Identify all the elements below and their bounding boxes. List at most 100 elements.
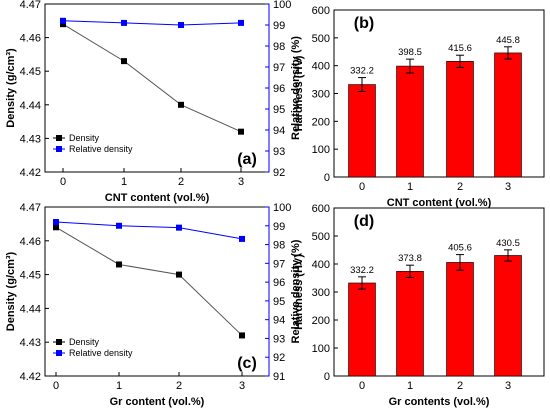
- y-tick-label-left: 4.47: [20, 202, 41, 214]
- y-tick-label-left: 4.44: [20, 100, 41, 112]
- bar: [446, 262, 474, 377]
- bar: [494, 255, 522, 377]
- y-tick-label: 100: [312, 343, 330, 355]
- y-tick-label-right: 95: [273, 296, 285, 308]
- y-tick-label: 300: [312, 287, 330, 299]
- y-tick-label: 500: [312, 231, 330, 243]
- bar: [396, 65, 424, 178]
- y-axis-label-left: Density (g/cm³): [5, 251, 17, 331]
- y-axis-label-right: Relative density (%): [290, 239, 302, 343]
- y-axis-label-left: Density (g/cm³): [5, 48, 17, 128]
- y-tick-label-right: 100: [273, 0, 291, 11]
- y-tick-label-right: 97: [273, 258, 285, 270]
- data-label: 332.2: [350, 265, 374, 276]
- x-tick-label: 0: [60, 176, 66, 188]
- y-tick-label: 400: [312, 259, 330, 271]
- y-tick-label: 200: [312, 315, 330, 327]
- data-point: [60, 21, 66, 28]
- y-axis-label: Hardness (HV): [293, 254, 305, 330]
- y-tick-label: 300: [312, 89, 330, 101]
- data-label: 415.6: [448, 43, 472, 54]
- y-axis-label-right: Relative density (%): [290, 36, 302, 140]
- y-tick-label-left: 4.43: [20, 337, 41, 349]
- y-tick-label-right: 93: [273, 333, 285, 345]
- panel-label: (d): [354, 213, 374, 230]
- x-tick-label: 0: [359, 181, 365, 193]
- y-tick-label-right: 98: [273, 240, 285, 252]
- y-tick-label-right: 99: [273, 221, 285, 233]
- data-point: [178, 101, 184, 108]
- y-tick-label-right: 92: [273, 167, 285, 179]
- data-point: [121, 19, 127, 26]
- x-tick-label: 2: [457, 181, 463, 193]
- y-tick-label: 600: [312, 203, 330, 215]
- x-tick-label: 1: [407, 380, 413, 392]
- data-point: [116, 261, 122, 268]
- data-point: [60, 17, 66, 24]
- bar: [446, 61, 474, 178]
- y-axis-label: Hardness (HV): [293, 55, 305, 131]
- bar: [494, 52, 522, 178]
- legend-marker: [56, 350, 62, 356]
- y-tick-label: 100: [312, 144, 330, 156]
- y-tick-label: 200: [312, 116, 330, 128]
- data-point: [176, 224, 182, 231]
- bar: [396, 271, 424, 377]
- x-tick-label: 3: [238, 176, 244, 188]
- x-tick-label: 3: [505, 181, 511, 193]
- y-tick-label: 600: [312, 5, 330, 17]
- series-line-1: [62, 20, 242, 26]
- y-tick-label-right: 96: [273, 277, 285, 289]
- data-point: [238, 19, 244, 26]
- series-line-0: [62, 23, 242, 133]
- series-line-0: [55, 226, 243, 336]
- y-tick-label: 0: [324, 371, 330, 383]
- y-tick-label-left: 4.46: [20, 33, 41, 45]
- y-tick-label: 0: [324, 172, 330, 184]
- y-tick-label-left: 4.42: [20, 371, 41, 383]
- x-tick-label: 0: [53, 380, 59, 392]
- panel-label: (c): [237, 355, 257, 372]
- x-axis-label: CNT content (vol.%): [105, 192, 210, 204]
- data-label: 430.5: [496, 238, 520, 249]
- legend-entry: Density: [69, 337, 100, 347]
- y-tick-label-left: 4.46: [20, 236, 41, 248]
- legend-marker: [56, 339, 62, 345]
- y-tick-label-left: 4.43: [20, 133, 41, 145]
- y-tick-label-left: 4.45: [20, 270, 41, 282]
- data-point: [238, 128, 244, 135]
- y-tick-label-left: 4.45: [20, 66, 41, 78]
- x-tick-label: 2: [457, 380, 463, 392]
- y-tick-label-right: 94: [273, 125, 285, 137]
- data-point: [239, 332, 245, 339]
- data-point: [178, 22, 184, 28]
- legend-marker: [56, 146, 62, 152]
- data-label: 445.8: [496, 35, 520, 46]
- y-tick-label: 400: [312, 61, 330, 73]
- y-tick-label-right: 92: [273, 352, 285, 364]
- y-tick-label-right: 100: [273, 202, 291, 214]
- data-label: 332.2: [350, 66, 374, 77]
- data-label: 405.6: [448, 243, 472, 254]
- x-tick-label: 1: [121, 176, 127, 188]
- y-tick-label-right: 99: [273, 20, 285, 32]
- bar: [348, 282, 376, 377]
- data-label: 373.8: [398, 253, 422, 264]
- data-label: 398.5: [398, 47, 422, 58]
- data-point: [239, 235, 245, 242]
- x-tick-label: 3: [239, 380, 245, 392]
- x-tick-label: 2: [176, 380, 182, 392]
- panel-label: (a): [237, 151, 257, 168]
- y-tick-label: 500: [312, 33, 330, 45]
- data-point: [116, 222, 122, 229]
- y-tick-label-right: 97: [273, 62, 285, 74]
- y-tick-label-right: 91: [273, 371, 285, 383]
- y-tick-label-right: 98: [273, 41, 285, 53]
- x-axis-label: Gr content (vol.%): [110, 396, 205, 408]
- y-tick-label-right: 94: [273, 315, 285, 327]
- legend-entry: Relative density: [69, 348, 133, 358]
- series-line-1: [55, 221, 243, 240]
- x-tick-label: 2: [178, 176, 184, 188]
- y-tick-label-right: 93: [273, 146, 285, 158]
